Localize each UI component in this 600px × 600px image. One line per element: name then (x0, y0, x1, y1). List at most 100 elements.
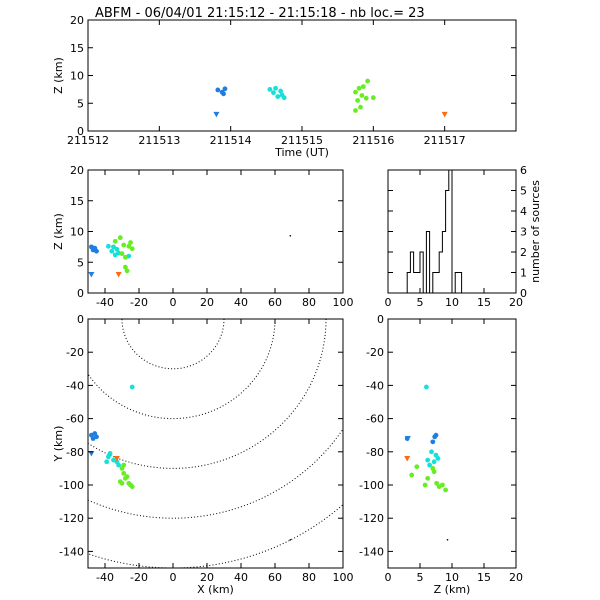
source-points (404, 384, 448, 493)
source-point (121, 462, 127, 468)
y-tick-label: -60 (366, 413, 384, 426)
y-tick-label: 10 (70, 226, 84, 239)
y-tick-label: -140 (359, 545, 384, 558)
source-point (429, 449, 434, 455)
source-point (427, 462, 432, 468)
source-point (414, 464, 420, 470)
x-tick-label: 40 (234, 296, 248, 309)
x-tick-label: 20 (509, 296, 523, 309)
source-point (124, 268, 130, 274)
source-point (126, 243, 132, 249)
source-point (273, 85, 279, 91)
x-tick-label: -40 (96, 571, 114, 584)
x-tick-label: 211514 (210, 134, 252, 147)
source-point (353, 108, 358, 113)
source-point (123, 254, 128, 260)
source-point (271, 90, 276, 96)
source-point (425, 475, 431, 481)
x-tick-label: -20 (130, 296, 148, 309)
plot-frame (87, 19, 517, 132)
source-point (275, 94, 281, 99)
source-point-triangle (441, 111, 448, 118)
x-tick-label: 100 (333, 571, 354, 584)
source-point (358, 104, 363, 110)
source-point (117, 235, 123, 241)
source-point (365, 78, 371, 84)
x-tick-label: -20 (130, 571, 148, 584)
panel-z-y: 0 5 10 15 20 0 -20 -40 -60 -80 -100 -120 -140 Z (km) (359, 313, 523, 596)
y-tick-label: 5 (77, 97, 84, 110)
source-point-triangle (115, 272, 122, 278)
source-point (119, 480, 125, 486)
source-points (213, 78, 448, 118)
x-tick-label: 15 (477, 296, 491, 309)
stray-dot (289, 538, 292, 541)
y-axis-label: Y (km) (52, 426, 65, 463)
y-tick-label: 0 (520, 287, 527, 300)
y-tick-label: -80 (366, 446, 384, 459)
y-tick-label: 0 (77, 313, 84, 326)
source-point (121, 470, 127, 476)
x-tick-label: 80 (302, 571, 316, 584)
source-point-triangle (88, 450, 95, 457)
source-point (109, 248, 115, 254)
source-point (123, 264, 128, 270)
y-tick-label: -60 (66, 413, 84, 426)
panel-x-y: -40 -20 0 20 40 60 80 100 0 -20 -40 -60 -80 -100 -120 -… (52, 313, 354, 596)
figure-title: ABFM - 06/04/01 21:15:12 - 21:15:18 - nb… (95, 6, 425, 21)
source-point (114, 246, 120, 252)
y-tick-label: 0 (77, 125, 84, 138)
source-point (94, 434, 99, 440)
x-tick-label: 0 (385, 571, 392, 584)
y-tick-label: 1 (520, 267, 527, 280)
x-tick-label: -40 (96, 296, 114, 309)
source-point (107, 451, 113, 456)
x-tick-label: 10 (445, 296, 459, 309)
source-point (112, 238, 118, 244)
x-tick-label: 0 (385, 296, 392, 309)
y-tick-label: -20 (366, 346, 384, 359)
source-point (440, 482, 445, 488)
y-axis-label: Z (km) (52, 213, 65, 250)
source-point (353, 89, 358, 95)
y-tick-label: -40 (366, 379, 384, 392)
source-point (443, 487, 448, 493)
source-point (422, 482, 428, 488)
source-point (267, 86, 273, 92)
source-point-triangle (113, 455, 120, 462)
x-tick-label: 10 (445, 571, 459, 584)
y-tick-label: -120 (359, 512, 384, 525)
source-points (88, 235, 135, 278)
y-tick-label: 5 (520, 185, 527, 198)
histogram-outline (388, 169, 516, 294)
x-tick-label: 0 (170, 571, 177, 584)
x-tick-label: 211513 (138, 134, 180, 147)
source-point (425, 457, 431, 463)
source-points (88, 384, 135, 490)
source-point (360, 84, 366, 89)
stray-dot (446, 538, 449, 541)
x-tick-label: 5 (417, 296, 424, 309)
y-axis-label: number of sources (529, 180, 542, 283)
source-point (106, 243, 111, 249)
source-point (215, 87, 221, 93)
source-point (430, 466, 436, 471)
y-tick-label: 5 (77, 256, 84, 269)
source-point (116, 462, 121, 468)
plot-frame (87, 318, 344, 569)
y-tick-label: -100 (59, 479, 84, 492)
y-tick-label: -20 (66, 346, 84, 359)
plot-frame (387, 318, 517, 569)
source-point (129, 484, 135, 490)
source-point-triangle (404, 455, 411, 462)
y-tick-label: 15 (70, 195, 84, 208)
source-point (356, 85, 362, 91)
y-tick-label: 15 (70, 42, 84, 55)
source-point (281, 95, 287, 101)
x-tick-label: 80 (302, 296, 316, 309)
x-axis-label: Z (km) (434, 583, 471, 596)
x-tick-label: 211517 (424, 134, 466, 147)
x-tick-label: 211512 (67, 134, 109, 147)
x-axis-label: X (km) (197, 583, 234, 596)
y-tick-label: 20 (70, 14, 84, 27)
